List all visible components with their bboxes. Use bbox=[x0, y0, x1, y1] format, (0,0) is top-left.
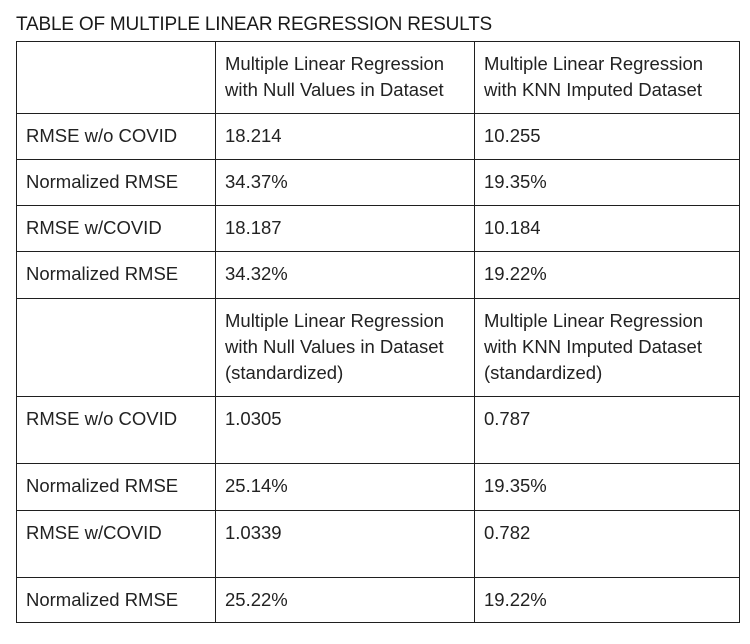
header-null-values-standardized: Multiple Linear Regression with Null Val… bbox=[215, 298, 475, 397]
header-empty-cell bbox=[16, 41, 216, 114]
header-null-values-line: with Null Values in Dataset bbox=[225, 79, 444, 100]
null-values-cell: 18.214 bbox=[215, 113, 475, 160]
knn-imputed-cell: 10.184 bbox=[474, 205, 740, 252]
row-label: Normalized RMSE bbox=[16, 251, 216, 299]
knn-imputed-cell: 19.22% bbox=[474, 577, 740, 623]
table-title: TABLE OF MULTIPLE LINEAR REGRESSION RESU… bbox=[16, 14, 493, 35]
knn-imputed-cell: 0.782 bbox=[474, 510, 740, 578]
row-label: Normalized RMSE bbox=[16, 463, 216, 511]
header-row-standardized: Multiple Linear Regression with Null Val… bbox=[16, 298, 740, 397]
null-values-cell: 25.22% bbox=[215, 577, 475, 623]
header-knn-imputed-standardized: Multiple Linear Regression with KNN Impu… bbox=[474, 298, 740, 397]
header-null-values-line: with Null Values in Dataset bbox=[225, 336, 444, 357]
table-row: Normalized RMSE 25.22% 19.22% bbox=[16, 577, 740, 623]
header-knn-imputed-line: with KNN Imputed Dataset bbox=[484, 336, 702, 357]
knn-imputed-cell: 19.22% bbox=[474, 251, 740, 299]
null-values-cell: 34.32% bbox=[215, 251, 475, 299]
header-null-values-line: Multiple Linear Regression bbox=[225, 53, 445, 74]
null-values-cell: 1.0339 bbox=[215, 510, 475, 578]
table-row: Normalized RMSE 34.32% 19.22% bbox=[16, 251, 740, 299]
header-knn-imputed-line: Multiple Linear Regression bbox=[484, 53, 704, 74]
header-empty-cell bbox=[16, 298, 216, 397]
null-values-cell: 1.0305 bbox=[215, 396, 475, 464]
regression-results-table: Multiple Linear Regression with Null Val… bbox=[16, 41, 740, 623]
null-values-cell: 18.187 bbox=[215, 205, 475, 252]
null-values-cell: 25.14% bbox=[215, 463, 475, 511]
header-knn-imputed-line: Multiple Linear Regression bbox=[484, 310, 704, 331]
header-knn-imputed-line: with KNN Imputed Dataset bbox=[484, 79, 702, 100]
header-null-values-line: (standardized) bbox=[225, 362, 344, 383]
row-label: RMSE w/o COVID bbox=[16, 396, 216, 464]
knn-imputed-cell: 19.35% bbox=[474, 159, 740, 206]
table-row: Normalized RMSE 34.37% 19.35% bbox=[16, 159, 740, 206]
knn-imputed-cell: 10.255 bbox=[474, 113, 740, 160]
knn-imputed-cell: 0.787 bbox=[474, 396, 740, 464]
table-row: Normalized RMSE 25.14% 19.35% bbox=[16, 463, 740, 511]
table-row: RMSE w/o COVID 1.0305 0.787 bbox=[16, 396, 740, 464]
knn-imputed-cell: 19.35% bbox=[474, 463, 740, 511]
row-label: Normalized RMSE bbox=[16, 577, 216, 623]
header-knn-imputed-line: (standardized) bbox=[484, 362, 603, 383]
table-row: RMSE w/COVID 1.0339 0.782 bbox=[16, 510, 740, 578]
null-values-cell: 34.37% bbox=[215, 159, 475, 206]
table-row: RMSE w/COVID 18.187 10.184 bbox=[16, 205, 740, 252]
row-label: RMSE w/COVID bbox=[16, 205, 216, 252]
header-row: Multiple Linear Regression with Null Val… bbox=[16, 41, 740, 114]
header-knn-imputed: Multiple Linear Regression with KNN Impu… bbox=[474, 41, 740, 114]
table-row: RMSE w/o COVID 18.214 10.255 bbox=[16, 113, 740, 160]
row-label: RMSE w/o COVID bbox=[16, 113, 216, 160]
header-null-values-line: Multiple Linear Regression bbox=[225, 310, 445, 331]
row-label: RMSE w/COVID bbox=[16, 510, 216, 578]
row-label: Normalized RMSE bbox=[16, 159, 216, 206]
header-null-values: Multiple Linear Regression with Null Val… bbox=[215, 41, 475, 114]
